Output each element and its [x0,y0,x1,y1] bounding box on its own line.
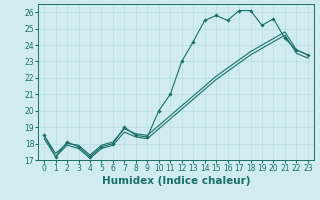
X-axis label: Humidex (Indice chaleur): Humidex (Indice chaleur) [102,176,250,186]
